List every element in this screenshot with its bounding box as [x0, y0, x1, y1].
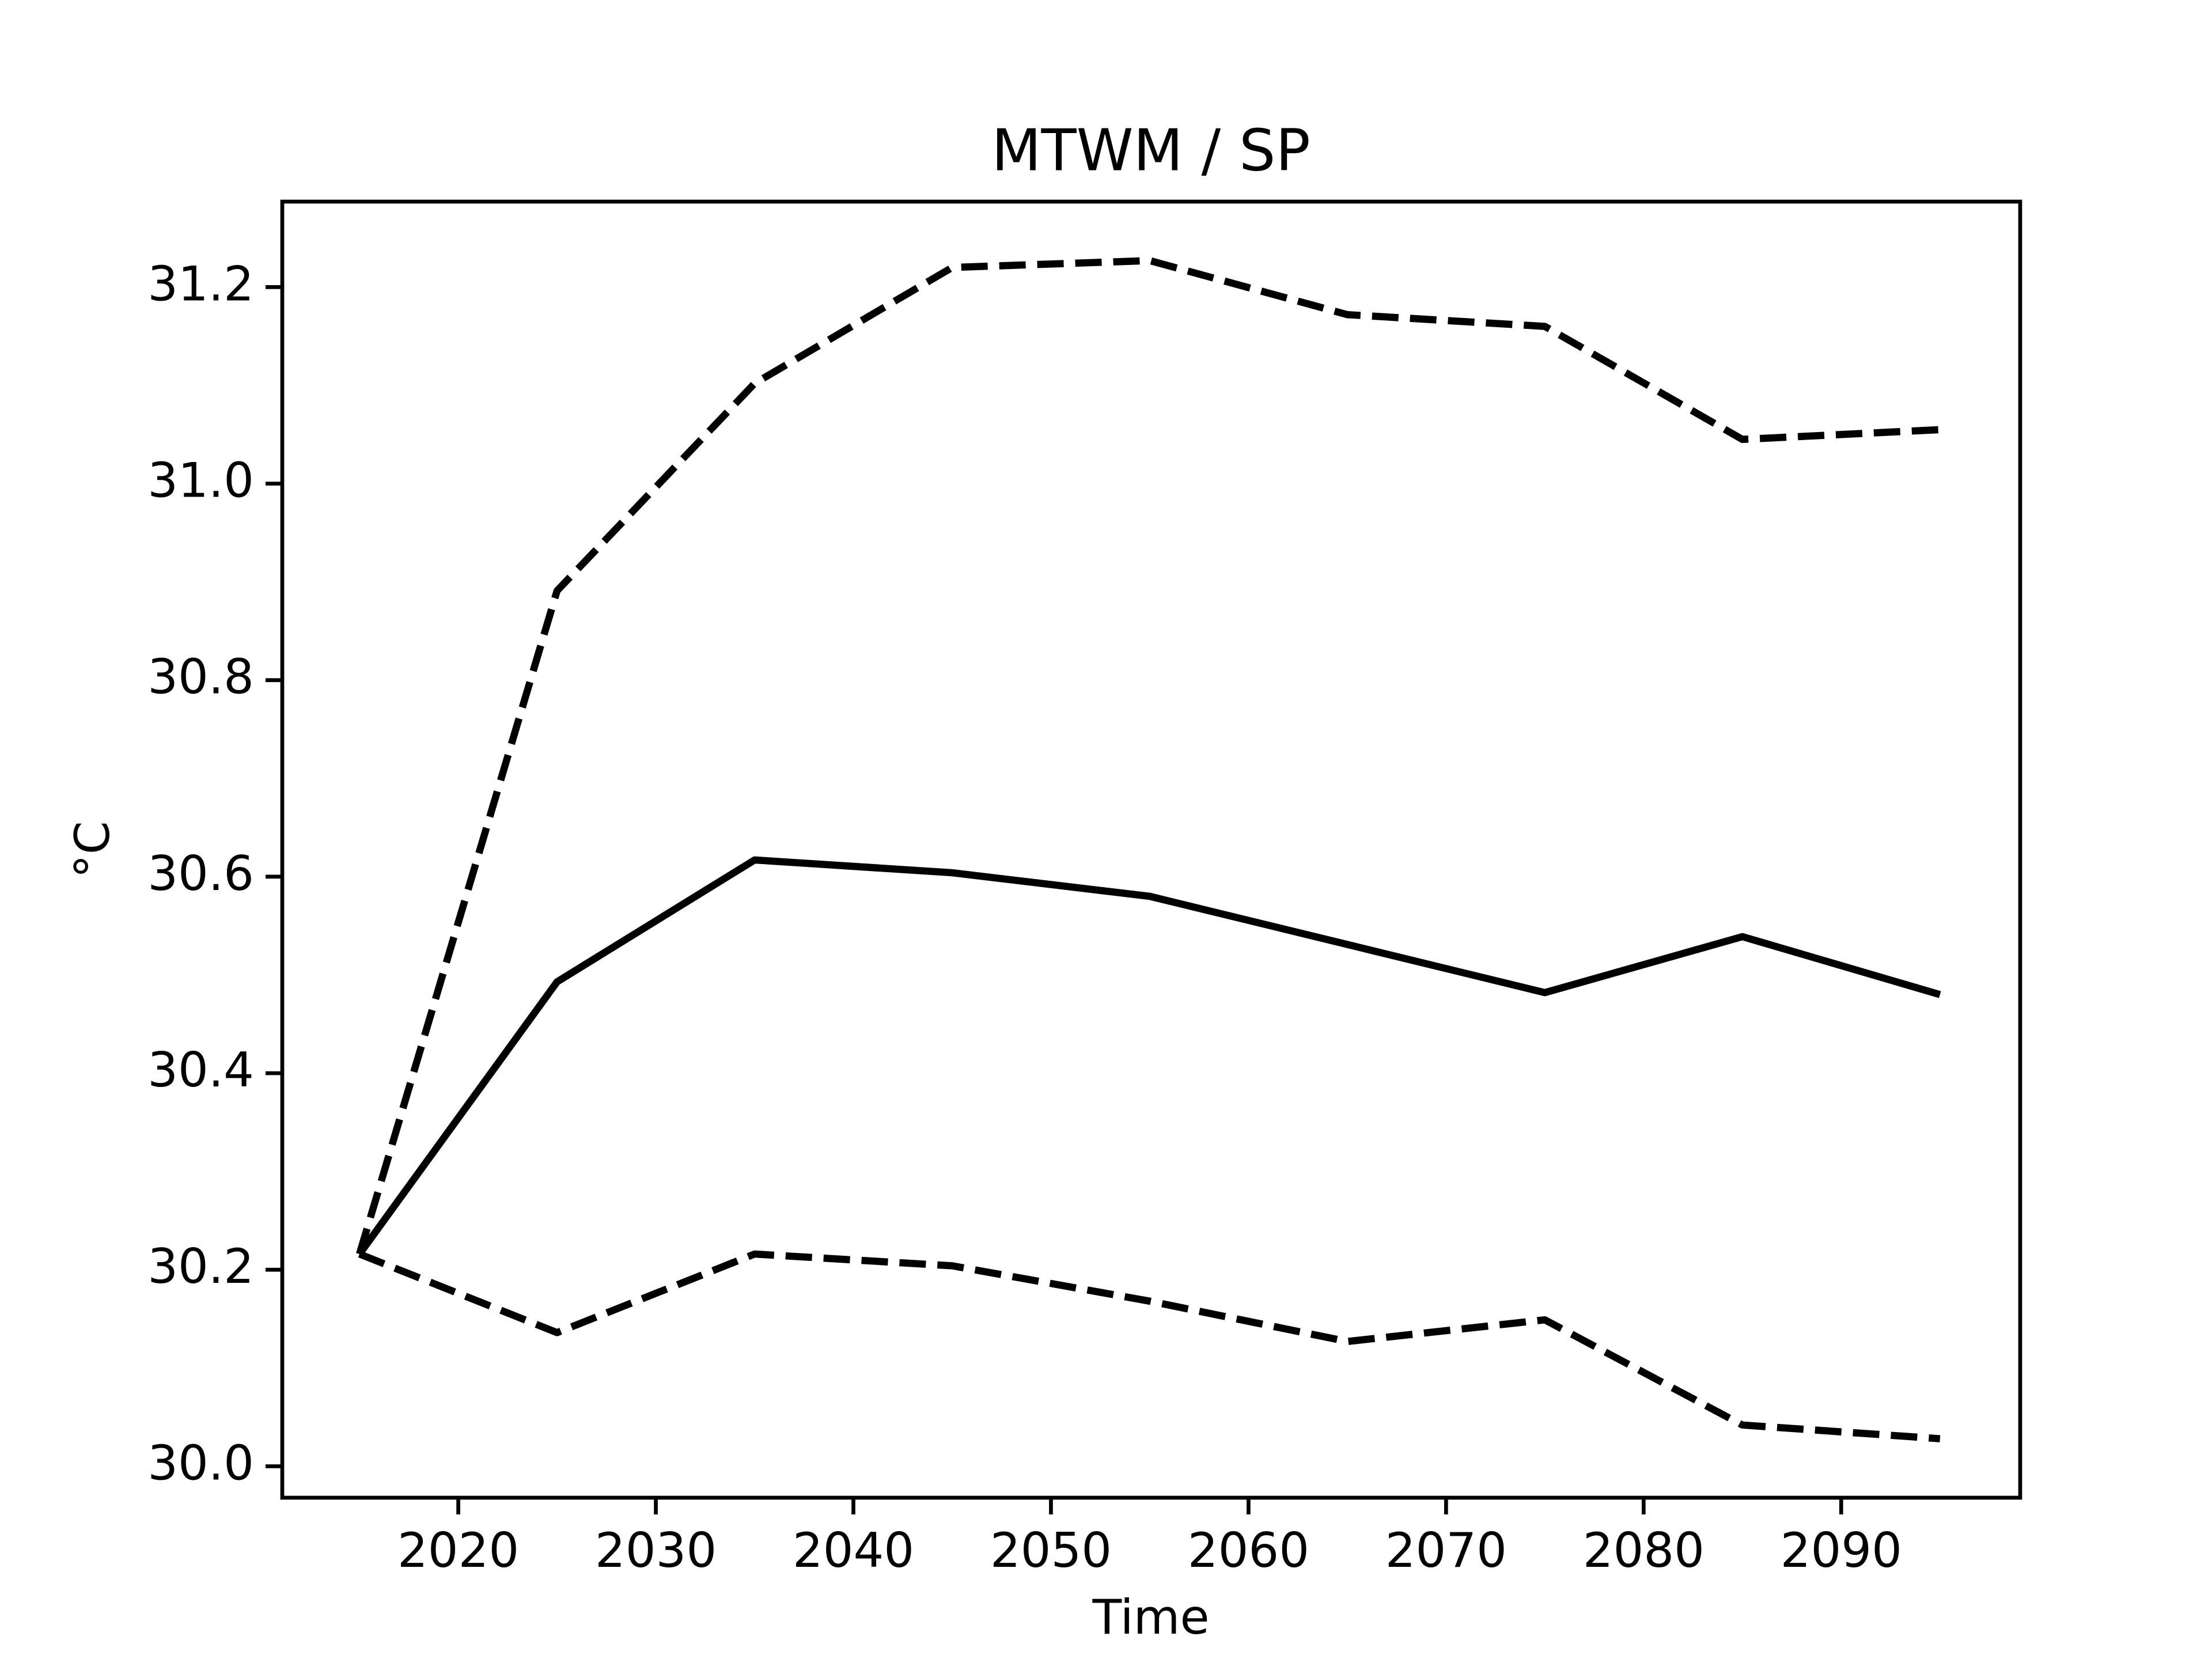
series-line: [356, 257, 1941, 1255]
y-axis-label: °C: [65, 821, 120, 878]
series-line: [357, 856, 1941, 1256]
x-tick-label: 2080: [1583, 1522, 1705, 1578]
y-tick-label: 30.8: [147, 649, 254, 705]
y-tick-label: 30.6: [147, 846, 254, 902]
y-tick-label: 31.2: [147, 256, 254, 312]
y-tick-label: 30.2: [147, 1238, 254, 1294]
y-tick-label: 31.0: [147, 453, 254, 509]
x-axis-label: Time: [1092, 1589, 1209, 1645]
series-line: [358, 1250, 1941, 1442]
y-tick-label: 30.0: [147, 1435, 254, 1491]
x-tick-label: 2030: [595, 1522, 717, 1578]
x-tick-label: 2020: [397, 1522, 519, 1578]
y-tick-label: 30.4: [147, 1042, 254, 1098]
x-tick-label: 2040: [793, 1522, 914, 1578]
plot-frame: [280, 199, 2022, 1500]
chart-title: MTWM / SP: [991, 116, 1310, 184]
x-tick-label: 2060: [1188, 1522, 1309, 1578]
x-tick-label: 2090: [1781, 1522, 1902, 1578]
x-tick-label: 2070: [1385, 1522, 1507, 1578]
x-tick-label: 2050: [990, 1522, 1112, 1578]
